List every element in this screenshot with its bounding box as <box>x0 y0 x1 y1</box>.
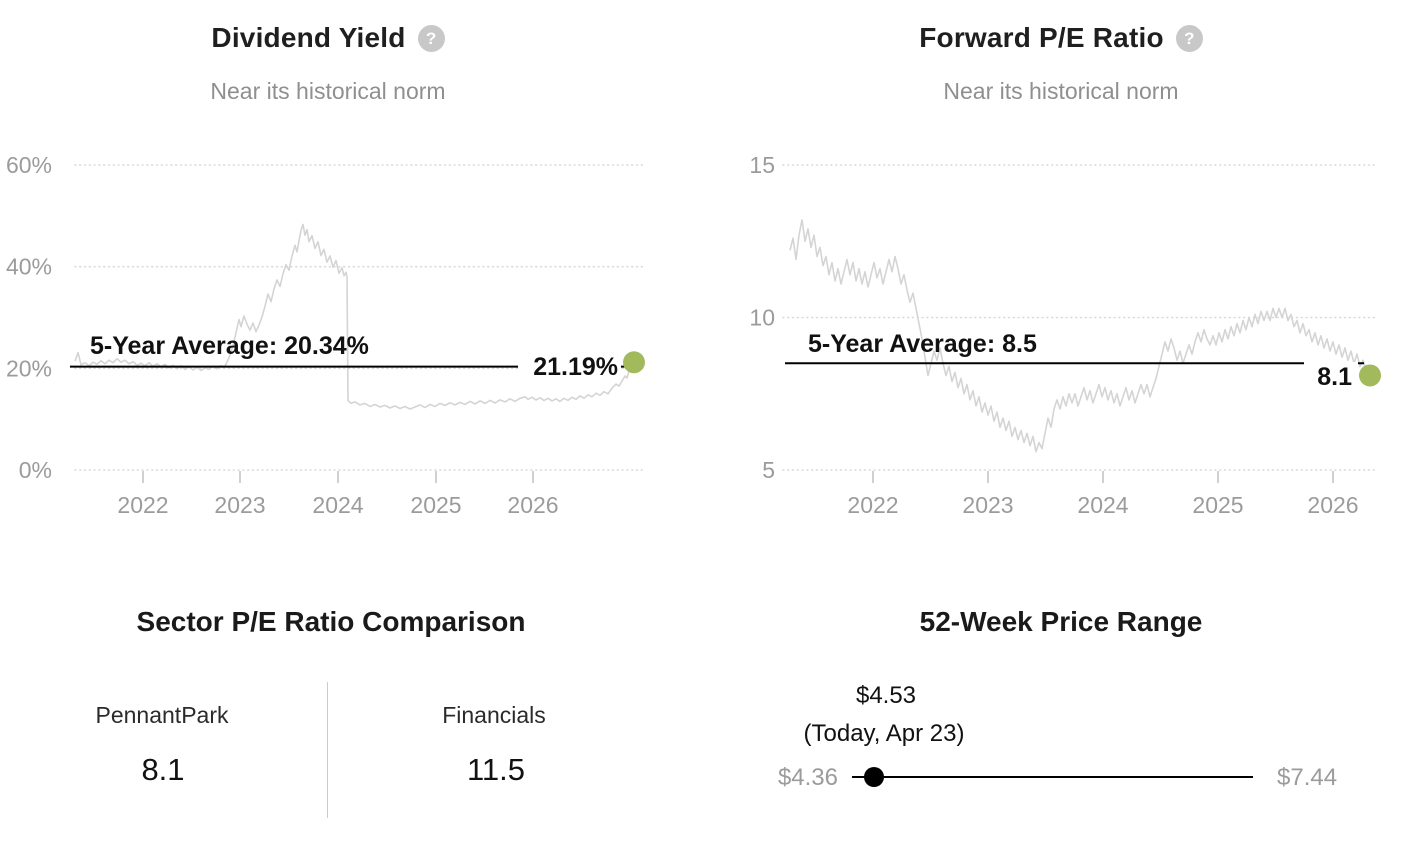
x-axis-label: 2023 <box>962 492 1013 518</box>
y-axis-label: 60% <box>6 152 52 178</box>
average-value-label: 5-Year Average: 20.34% <box>90 332 369 360</box>
price-range-track <box>852 776 1253 778</box>
x-axis-label: 2026 <box>507 492 558 518</box>
dividend-yield-header: Dividend Yield ? Near its historical nor… <box>0 22 656 105</box>
x-axis-label: 2024 <box>312 492 363 518</box>
question-mark-icon[interactable]: ? <box>1175 24 1203 52</box>
price-range-title: 52-Week Price Range <box>919 606 1203 637</box>
average-value-label: 5-Year Average: 8.5 <box>808 330 1037 358</box>
sector-comparison-sector-label: Financials <box>442 702 546 728</box>
history-sparkline <box>789 219 1371 453</box>
price-range-current-value: $4.53 <box>855 682 917 709</box>
current-label-backing <box>518 351 621 382</box>
forward-pe-title: Forward P/E Ratio <box>919 22 1164 53</box>
y-axis-label: 0% <box>19 457 52 483</box>
current-label-backing <box>1304 362 1358 392</box>
x-axis-label: 2026 <box>1307 492 1358 518</box>
forward-pe-subtitle: Near its historical norm <box>943 78 1179 104</box>
sector-comparison-sector-value: 11.5 <box>466 752 526 787</box>
x-axis-label: 2024 <box>1077 492 1128 518</box>
y-axis-label: 40% <box>6 254 52 280</box>
price-range-marker-dot[interactable] <box>864 767 885 787</box>
current-value-dot <box>623 351 645 374</box>
y-axis-label: 5 <box>762 457 775 483</box>
sector-comparison-title: Sector P/E Ratio Comparison <box>136 606 526 637</box>
price-range-low-label: $4.36 <box>777 764 838 791</box>
current-value-label: 8.1 <box>1317 363 1352 391</box>
vertical-divider <box>327 682 328 818</box>
history-sparkline <box>74 223 635 410</box>
price-range-high-label: $7.44 <box>1277 764 1338 791</box>
sector-comparison-company-label: PennantPark <box>95 702 229 728</box>
current-value-dot <box>1359 364 1381 387</box>
question-mark-icon[interactable]: ? <box>417 24 445 52</box>
y-axis-label: 15 <box>749 152 775 178</box>
current-value-label: 21.19% <box>533 353 618 381</box>
x-axis-label: 2022 <box>847 492 898 518</box>
x-axis-label: 2025 <box>1192 492 1243 518</box>
y-axis-label: 20% <box>6 355 52 381</box>
x-axis-label: 2022 <box>117 492 168 518</box>
dividend-yield-subtitle: Near its historical norm <box>210 78 446 104</box>
sector-comparison-company-value: 8.1 <box>141 752 185 787</box>
forward-pe-header: Forward P/E Ratio ? Near its historical … <box>733 22 1389 105</box>
y-axis-label: 10 <box>749 305 775 331</box>
price-range-current-note: (Today, Apr 23) <box>803 720 965 747</box>
x-axis-label: 2025 <box>410 492 461 518</box>
x-axis-label: 2023 <box>214 492 265 518</box>
dividend-yield-title: Dividend Yield <box>211 22 406 53</box>
